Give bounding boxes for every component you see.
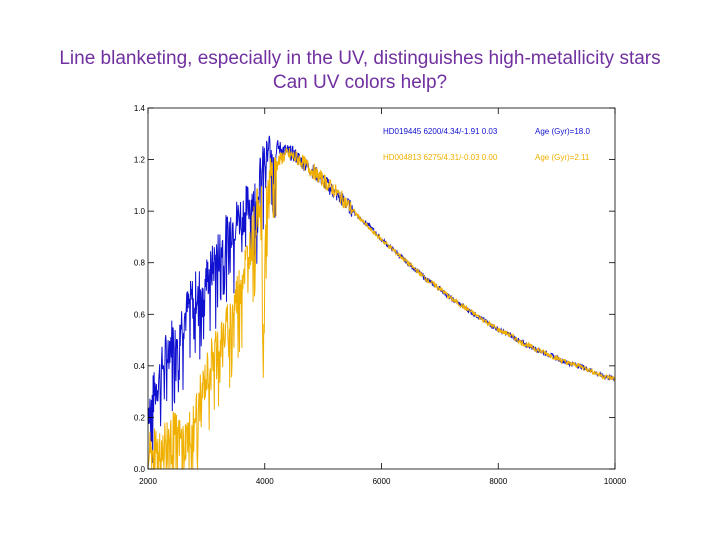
y-tick-label: 1.0 — [134, 207, 146, 216]
x-tick-label: 8000 — [489, 477, 507, 486]
legend-age-metal-rich: Age (Gyr)=2.11 — [535, 153, 590, 162]
y-tick-label: 0.6 — [134, 310, 146, 319]
series-line-metal-poor — [147, 135, 616, 463]
x-tick-label: 6000 — [373, 477, 391, 486]
slide-title-line-1: Line blanketing, especially in the UV, d… — [59, 48, 661, 69]
legend-entry-metal-poor: HD019445 6200/4.34/-1.91 0.03 — [383, 127, 498, 136]
axes-layer: 2000 4000 6000 8000 10000 0.0 0.2 0.4 0.6 0.8 1.0 1… — [134, 104, 627, 486]
y-tick-label: 1.4 — [134, 104, 146, 113]
y-tick-label: 0.2 — [134, 413, 146, 422]
y-tick-label: 0.8 — [134, 259, 146, 268]
legend-age-metal-poor: Age (Gyr)=18.0 — [535, 127, 590, 136]
y-tick-label: 0.4 — [134, 362, 146, 371]
legend-entry-metal-rich: HD004813 6275/4.31/-0.03 0.00 — [383, 153, 498, 162]
series-layer — [147, 135, 616, 471]
y-tick-label: 1.2 — [134, 156, 146, 165]
x-tick-label: 4000 — [256, 477, 274, 486]
x-tick-label: 2000 — [139, 477, 157, 486]
series-line-metal-rich — [147, 147, 616, 471]
y-tick-label: 0.0 — [134, 465, 146, 474]
slide-title-line-2: Can UV colors help? — [272, 72, 448, 93]
x-tick-label: 10000 — [604, 477, 627, 486]
legend: HD019445 6200/4.34/-1.91 0.03 Age (Gyr)=… — [383, 127, 590, 162]
